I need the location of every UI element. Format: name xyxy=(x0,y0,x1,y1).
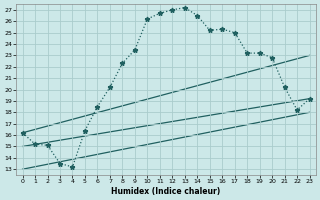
X-axis label: Humidex (Indice chaleur): Humidex (Indice chaleur) xyxy=(111,187,221,196)
